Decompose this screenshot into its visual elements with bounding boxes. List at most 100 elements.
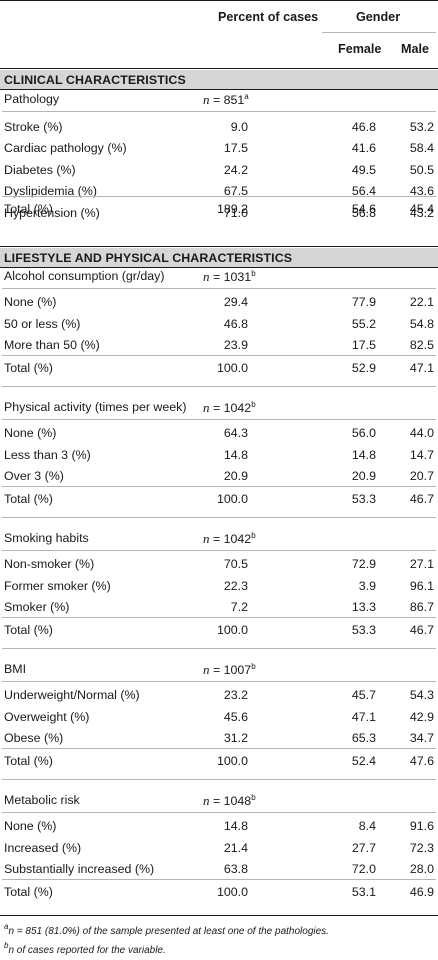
gender-rule [322, 32, 436, 33]
row-pathology-total-male: 45.4 [409, 202, 434, 216]
row-pathology-0-male: 53.2 [409, 120, 434, 134]
group-activity-label: Physical activity (times per week) [4, 400, 187, 414]
row-bmi-0-female: 45.7 [351, 688, 376, 702]
table-header: Percent of cases Gender [0, 4, 438, 28]
footnote-a-text: n = 851 (81.0%) of the sample presented … [8, 926, 329, 937]
group-alcohol-rule-end [2, 386, 436, 387]
group-pathology-n-sup: a [244, 92, 249, 101]
section-lifestyle-label: LIFESTYLE AND PHYSICAL CHARACTERISTICS [4, 251, 293, 265]
row-bmi-0: Underweight/Normal (%) 23.2 45.7 54.3 [0, 685, 438, 705]
row-pathology-2-percent: 24.2 [223, 162, 248, 177]
group-bmi-n: n = 1007b [203, 662, 256, 678]
row-pathology-3: Dyslipidemia (%) 67.5 56.4 43.6 [0, 181, 438, 201]
row-pathology-4-male: 43.2 [409, 205, 434, 220]
bottom-rule [0, 915, 438, 916]
row-alcohol-total-label: Total (%) [4, 361, 53, 375]
row-bmi-1-percent: 45.6 [223, 709, 248, 724]
group-smoking-n-var: n [203, 531, 210, 546]
row-bmi-total-label: Total (%) [4, 754, 53, 768]
group-pathology-rule-top [2, 111, 436, 112]
row-metabolic-0-percent: 14.8 [223, 819, 248, 833]
row-pathology-4-percent: 71.0 [223, 205, 248, 220]
row-activity-2-male: 20.7 [409, 469, 434, 484]
row-smoking-total-male: 46.7 [409, 623, 434, 637]
row-alcohol-total-female: 52.9 [351, 361, 376, 375]
group-smoking-rule-end [2, 648, 436, 649]
group-alcohol-rule-total [2, 355, 436, 356]
row-pathology-1-label: Cardiac pathology (%) [4, 141, 127, 156]
group-smoking-label: Smoking habits [4, 531, 89, 545]
group-metabolic-n-sup: b [251, 793, 256, 802]
row-pathology-4: Hypertension (%) 71.0 56.8 43.2 [0, 203, 438, 223]
row-smoking-1: Former smoker (%) 22.3 3.9 96.1 [0, 576, 438, 596]
header-percent-of-cases: Percent of cases [218, 10, 319, 24]
group-activity: Physical activity (times per week) n = 10… [0, 397, 438, 417]
row-activity-total-male: 46.7 [409, 492, 434, 506]
row-bmi-total-male: 47.6 [409, 754, 434, 768]
row-activity-0-female: 56.0 [351, 426, 376, 440]
row-smoking-1-label: Former smoker (%) [4, 578, 111, 593]
row-pathology-3-percent: 67.5 [223, 184, 248, 199]
row-pathology-1-female: 41.6 [351, 141, 376, 156]
row-activity-total-female: 53.3 [351, 492, 376, 506]
group-smoking: Smoking habits n = 1042b [0, 528, 438, 548]
row-alcohol-2-label: More than 50 (%) [4, 338, 100, 353]
group-pathology-n-var: n [203, 92, 210, 107]
row-metabolic-1-female: 27.7 [351, 840, 376, 855]
row-pathology-1: Cardiac pathology (%) 17.5 41.6 58.4 [0, 138, 438, 158]
row-bmi-0-label: Underweight/Normal (%) [4, 688, 140, 702]
row-activity-1-label: Less than 3 (%) [4, 447, 91, 462]
group-bmi-n-eq: = 1007 [209, 663, 252, 677]
row-alcohol-1-percent: 46.8 [223, 316, 248, 331]
group-bmi-rule-top [2, 681, 436, 682]
footnote-a: an = 851 (81.0%) of the sample presented… [4, 923, 329, 938]
lifestyle-rule-bottom [0, 267, 438, 268]
row-smoking-2: Smoker (%) 7.2 13.3 86.7 [0, 597, 438, 617]
row-pathology-0: Stroke (%) 9.0 46.8 53.2 [0, 117, 438, 137]
row-smoking-0-percent: 70.5 [223, 557, 248, 571]
row-metabolic-2: Substantially increased (%) 63.8 72.0 28.0 [0, 859, 438, 879]
group-smoking-n-sup: b [251, 531, 256, 540]
group-alcohol-n-eq: = 1031 [209, 270, 252, 284]
row-pathology-1-male: 58.4 [409, 141, 434, 156]
group-activity-rule-top [2, 419, 436, 420]
group-activity-n-sup: b [251, 400, 256, 409]
row-bmi-total-female: 52.4 [351, 754, 376, 768]
row-metabolic-1-label: Increased (%) [4, 840, 82, 855]
group-activity-rule-end [2, 517, 436, 518]
group-metabolic-label: Metabolic risk [4, 793, 80, 807]
footnote-b-mark: b [4, 941, 9, 950]
row-smoking-0-male: 27.1 [409, 557, 434, 571]
group-alcohol-n-sup: b [251, 269, 256, 278]
row-metabolic-0: None (%) 14.8 8.4 91.6 [0, 816, 438, 836]
row-bmi-1-male: 42.9 [409, 709, 434, 724]
row-pathology-total-female: 54.6 [351, 202, 376, 216]
row-alcohol-2: More than 50 (%) 23.9 17.5 82.5 [0, 335, 438, 355]
row-smoking-0-female: 72.9 [351, 557, 376, 571]
row-alcohol-0: None (%) 29.4 77.9 22.1 [0, 292, 438, 312]
group-bmi-n-var: n [203, 662, 210, 677]
row-activity-0-male: 44.0 [409, 426, 434, 440]
row-alcohol-1-label: 50 or less (%) [4, 316, 81, 331]
group-metabolic-n-var: n [203, 793, 210, 808]
row-metabolic-total: Total (%) 100.0 53.1 46.9 [0, 882, 438, 902]
row-bmi-2: Obese (%) 31.2 65.3 34.7 [0, 728, 438, 748]
row-pathology-total-percent: 189.2 [216, 202, 248, 216]
section-lifestyle: LIFESTYLE AND PHYSICAL CHARACTERISTICS [0, 248, 438, 267]
group-metabolic-rule-total [2, 879, 436, 880]
row-activity-1: Less than 3 (%) 14.8 14.8 14.7 [0, 445, 438, 465]
row-smoking-total-female: 53.3 [351, 623, 376, 637]
row-bmi-2-percent: 31.2 [223, 731, 248, 746]
row-alcohol-2-percent: 23.9 [223, 338, 248, 353]
row-pathology-total: Total (%) 189.2 54.6 45.4 [0, 199, 438, 219]
row-alcohol-0-label: None (%) [4, 295, 57, 309]
row-smoking-1-male: 96.1 [409, 578, 434, 593]
row-bmi-1: Overweight (%) 45.6 47.1 42.9 [0, 707, 438, 727]
row-activity-1-percent: 14.8 [223, 447, 248, 462]
row-metabolic-1-male: 72.3 [409, 840, 434, 855]
row-bmi-0-percent: 23.2 [223, 688, 248, 702]
row-smoking-2-female: 13.3 [351, 600, 376, 615]
group-bmi-rule-total [2, 748, 436, 749]
footnote-a-mark: a [4, 922, 9, 931]
header-gender: Gender [356, 10, 401, 24]
